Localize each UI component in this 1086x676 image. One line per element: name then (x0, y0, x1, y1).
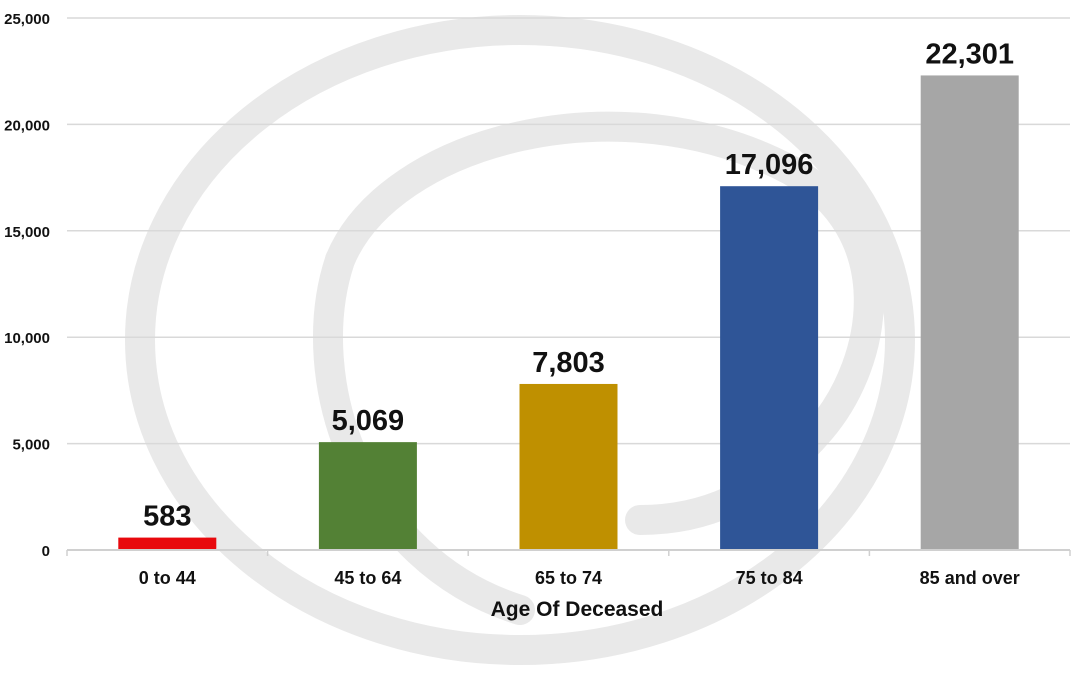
x-axis-category-labels: 0 to 44 45 to 64 65 to 74 75 to 84 85 and ov… (139, 568, 1020, 588)
bar (318, 442, 417, 550)
x-axis-title: Age Of Deceased (491, 598, 664, 621)
data-label: 7,803 (532, 347, 605, 379)
gridlines (67, 17, 1070, 445)
bar (519, 383, 618, 550)
y-tick-label: 5,000 (12, 437, 50, 454)
data-label: 583 (143, 501, 191, 533)
data-label: 5,069 (332, 405, 405, 437)
y-axis-tick-labels: 0 5,000 10,000 15,000 20,000 25,000 (4, 11, 50, 560)
y-tick-label: 25,000 (4, 11, 50, 28)
bar (118, 537, 217, 550)
bars (118, 75, 1019, 550)
bar (720, 186, 819, 550)
x-tick-label: 85 and over (920, 568, 1020, 588)
data-label: 22,301 (925, 38, 1014, 70)
y-tick-label: 20,000 (4, 117, 50, 134)
x-tick-label: 45 to 64 (334, 568, 401, 588)
y-tick-label: 15,000 (4, 224, 50, 241)
x-axis (66, 549, 1071, 556)
x-tick-label: 0 to 44 (139, 568, 196, 588)
y-tick-label: 10,000 (4, 330, 50, 347)
bar (920, 75, 1019, 550)
x-tick-label: 65 to 74 (535, 568, 602, 588)
data-label: 17,096 (725, 149, 814, 181)
value-labels: 583 5,069 7,803 17,096 22,301 (143, 38, 1014, 532)
y-tick-label: 0 (42, 543, 50, 560)
x-tick-label: 75 to 84 (736, 568, 803, 588)
